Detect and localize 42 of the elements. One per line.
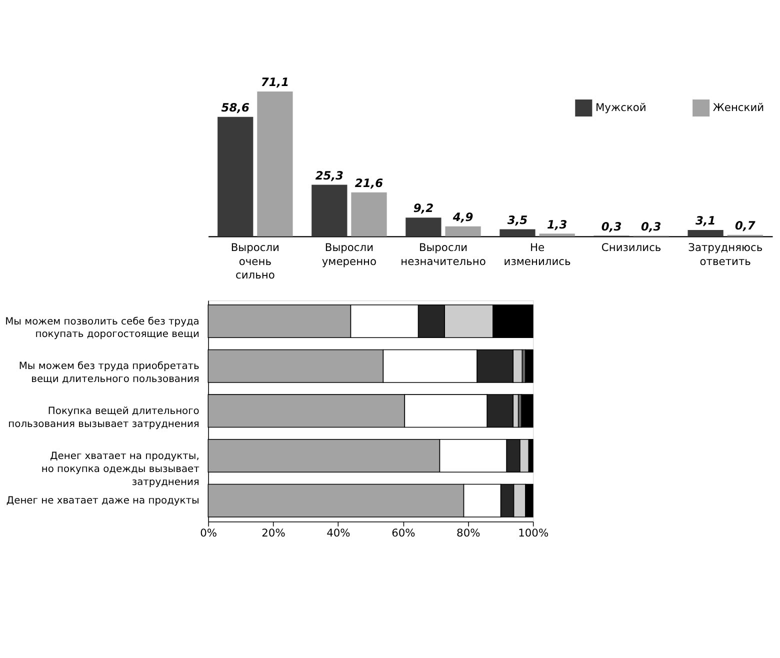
bar bbox=[218, 116, 254, 236]
data-label: 0,3 bbox=[641, 219, 662, 234]
data-label: 0,7 bbox=[735, 218, 756, 233]
bar bbox=[351, 192, 387, 236]
x-tick-label: Не изменились bbox=[504, 241, 571, 268]
y-tick-label: Денег хватает на продукты, но покупка одежды вызывает затруднения bbox=[41, 450, 200, 488]
data-label: 21,6 bbox=[354, 176, 384, 190]
x-tick-label: Выросли умеренно bbox=[322, 241, 377, 268]
bar bbox=[312, 184, 348, 236]
data-label: 3,1 bbox=[695, 214, 716, 228]
bar bbox=[688, 230, 724, 236]
x-tick-label: 0% bbox=[200, 526, 217, 540]
x-tick-label: 100% bbox=[518, 526, 549, 540]
bar bbox=[445, 226, 481, 236]
x-tick-label: Затрудняюсь ответить bbox=[688, 241, 763, 268]
data-label: 3,5 bbox=[507, 212, 528, 227]
x-tick-label: 60% bbox=[392, 526, 416, 540]
data-label: 9,2 bbox=[413, 201, 434, 216]
legend-label: Мужской bbox=[595, 101, 646, 114]
bar bbox=[521, 394, 534, 428]
data-label: 25,3 bbox=[315, 168, 344, 182]
data-label: 4,9 bbox=[452, 210, 474, 224]
x-tick-label: 80% bbox=[456, 526, 480, 540]
legend-label: Женский bbox=[712, 101, 764, 114]
x-tick-label: Снизились bbox=[601, 241, 662, 254]
x-tick-label: Выросли незначительно bbox=[400, 241, 486, 268]
data-label: 0,3 bbox=[601, 219, 622, 234]
y-tick-label: Мы можем без труда приобретать вещи длительного пользования bbox=[18, 361, 200, 386]
bar bbox=[539, 234, 575, 236]
bar bbox=[406, 218, 442, 236]
x-tick-label: Выросли очень сильно bbox=[230, 241, 280, 282]
data-label: 1,3 bbox=[546, 217, 568, 232]
bar bbox=[257, 91, 293, 236]
x-tick-label: 20% bbox=[262, 526, 286, 540]
y-tick-label: Мы можем позволить себе без труда покупать дорогостоящие вещи bbox=[5, 316, 200, 340]
data-label: 71,1 bbox=[260, 75, 290, 90]
data-label: 58,6 bbox=[221, 100, 250, 115]
y-tick-label: Денег не хватает даже на продукты bbox=[6, 496, 200, 507]
x-tick-label: 40% bbox=[326, 526, 350, 540]
bar bbox=[525, 349, 534, 383]
y-tick-label: Покупка вещей длительного пользования вызывает затруднения bbox=[8, 406, 200, 430]
bar bbox=[500, 229, 536, 236]
